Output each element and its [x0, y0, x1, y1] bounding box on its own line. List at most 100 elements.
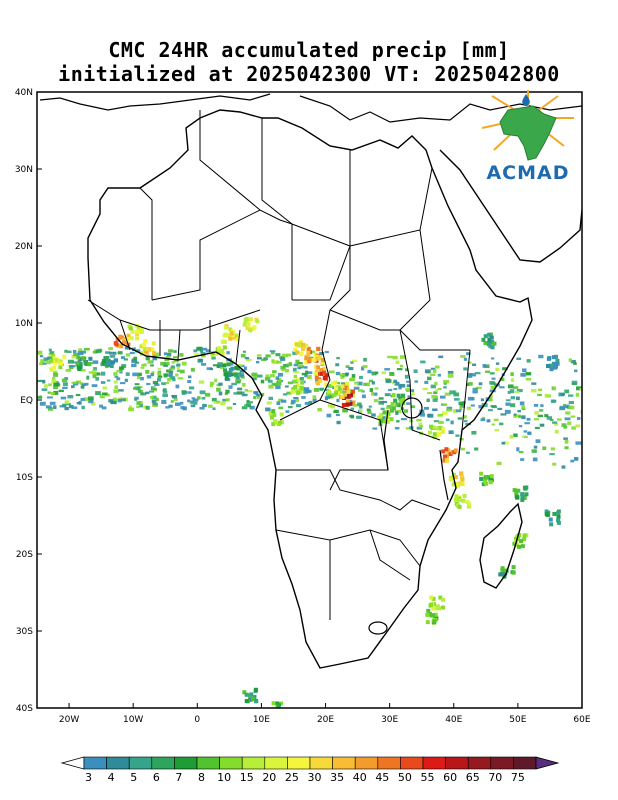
- precip-cell: [451, 482, 456, 487]
- precip-speckle: [301, 372, 308, 376]
- precip-cell: [304, 360, 309, 365]
- precip-speckle: [134, 383, 140, 386]
- lon-tick-label: 40E: [445, 715, 462, 725]
- precip-speckle: [305, 370, 309, 374]
- precip-speckle: [520, 373, 527, 377]
- precip-speckle: [44, 384, 48, 388]
- precip-speckle: [370, 391, 375, 396]
- precip-speckle: [256, 393, 260, 397]
- precip-speckle: [217, 364, 223, 367]
- precip-speckle: [92, 371, 97, 376]
- precip-cell: [459, 475, 464, 480]
- precip-speckle: [405, 388, 411, 391]
- precip-speckle: [381, 371, 387, 375]
- precip-speckle: [113, 351, 117, 355]
- precip-cell: [235, 366, 240, 371]
- precip-speckle: [482, 363, 486, 368]
- precip-speckle: [172, 394, 178, 399]
- precip-cell: [319, 371, 324, 376]
- precip-speckle: [552, 462, 557, 466]
- precip-speckle: [92, 360, 99, 364]
- precip-cell: [425, 612, 430, 617]
- precip-speckle: [540, 404, 544, 408]
- precip-cell: [151, 341, 156, 346]
- precip-speckle: [423, 406, 429, 410]
- precip-cell: [489, 474, 494, 479]
- precip-speckle: [170, 365, 175, 369]
- precip-speckle: [167, 377, 171, 382]
- precip-speckle: [65, 403, 72, 406]
- precip-speckle: [114, 385, 118, 390]
- precip-speckle: [484, 370, 490, 373]
- precip-speckle: [173, 359, 179, 363]
- precip-speckle: [499, 377, 505, 382]
- precip-speckle: [437, 373, 441, 377]
- precip-speckle: [490, 385, 496, 390]
- colorbar-box: [196, 756, 220, 770]
- precip-speckle: [238, 364, 243, 367]
- precip-speckle: [76, 380, 81, 384]
- precip-speckle: [150, 386, 156, 391]
- precip-speckle: [81, 405, 85, 410]
- precip-speckle: [403, 409, 409, 413]
- precip-speckle: [405, 368, 409, 372]
- precip-cell: [483, 479, 488, 484]
- precip-speckle: [53, 385, 59, 390]
- precip-speckle: [205, 349, 210, 353]
- precip-speckle: [236, 381, 240, 384]
- precip-speckle: [45, 360, 51, 365]
- precip-speckle: [104, 365, 109, 369]
- precip-speckle: [145, 391, 150, 395]
- precip-cell: [322, 370, 327, 375]
- precip-cell: [314, 354, 319, 359]
- precip-cell: [330, 381, 335, 386]
- precip-speckle: [152, 357, 158, 361]
- precip-cell: [549, 367, 554, 372]
- precip-cell: [520, 544, 525, 549]
- precip-speckle: [142, 392, 147, 396]
- precip-cell: [522, 533, 527, 538]
- lon-tick-label: 50E: [509, 715, 526, 725]
- precip-speckle: [151, 399, 157, 404]
- precip-speckle: [416, 426, 423, 430]
- precip-speckle: [431, 395, 438, 399]
- precip-cell: [500, 567, 505, 572]
- precip-speckle: [554, 429, 559, 434]
- precip-cell: [323, 382, 328, 387]
- precip-speckle: [135, 386, 141, 391]
- precip-speckle: [132, 347, 136, 352]
- precip-speckle: [202, 347, 208, 351]
- precip-speckle: [146, 382, 151, 386]
- precip-speckle: [278, 377, 282, 382]
- precip-speckle: [312, 395, 317, 399]
- precip-cell: [440, 605, 445, 610]
- precip-speckle: [443, 379, 450, 384]
- precip-cell: [515, 495, 520, 500]
- precip-cell: [53, 358, 58, 363]
- precip-cell: [101, 359, 106, 364]
- precip-speckle: [61, 378, 68, 383]
- precip-speckle: [40, 379, 46, 382]
- precip-speckle: [488, 409, 493, 412]
- precip-speckle: [187, 380, 192, 384]
- precip-speckle: [373, 392, 378, 396]
- precip-cell: [453, 497, 458, 502]
- precip-speckle: [275, 353, 281, 357]
- precip-cell: [391, 406, 396, 411]
- precip-speckle: [103, 393, 110, 397]
- precip-cell: [227, 372, 232, 377]
- precip-speckle: [359, 404, 363, 409]
- precip-cell: [454, 494, 459, 499]
- precip-speckle: [249, 405, 255, 410]
- colorbar-box: [400, 756, 424, 770]
- precip-speckle: [307, 371, 313, 375]
- precip-speckle: [398, 385, 402, 390]
- precip-speckle: [156, 377, 162, 382]
- precip-speckle: [467, 396, 474, 401]
- precip-speckle: [43, 357, 48, 362]
- precip-speckle: [157, 371, 161, 376]
- precip-cell: [453, 474, 458, 479]
- precip-speckle: [133, 356, 138, 361]
- precip-speckle: [93, 350, 98, 354]
- colorbar-box: [174, 756, 198, 770]
